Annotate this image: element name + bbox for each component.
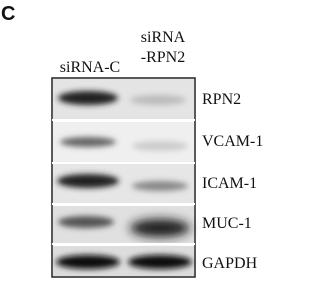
row-label: RPN2: [202, 91, 241, 108]
column-label: -RPN2: [141, 49, 185, 66]
figure-panel: C siRNA-C siRNA -RPN2 RPN2 VCAM-1 ICAM-1…: [1, 3, 263, 278]
row-label: VCAM-1: [202, 133, 263, 150]
blot: [51, 77, 196, 278]
panel-letter: C: [1, 3, 15, 25]
page: {"panel": "C", "columns": [["siRNA-C"], …: [1, 3, 264, 278]
row-label: MUC-1: [202, 215, 252, 232]
column-label: siRNA-C: [60, 59, 120, 76]
row-label: GAPDH: [202, 255, 258, 272]
column-label: siRNA: [141, 29, 186, 46]
row-label: ICAM-1: [202, 175, 257, 192]
